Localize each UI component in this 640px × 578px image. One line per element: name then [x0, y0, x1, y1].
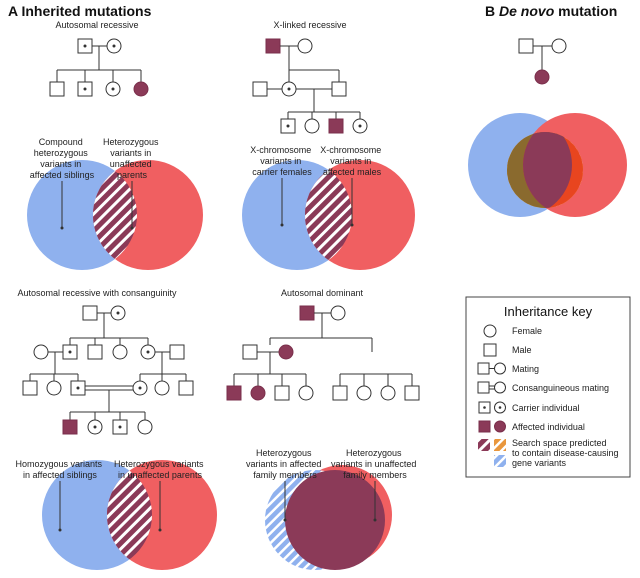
pedigree-autosomal-recessive: Autosomal recessive: [49, 20, 149, 97]
venn-xl-left-label: X-chromosome variants in carrier females: [250, 145, 314, 177]
key-item-female: Female: [483, 324, 542, 338]
pedigree-ar-title: Autosomal recessive: [55, 20, 138, 30]
venn-de-novo: [468, 113, 627, 217]
venn-ad-overlap: [285, 470, 385, 570]
key-item-affected: Affected individual: [478, 420, 585, 433]
key-item-search-space: Search space predicted to contain diseas…: [478, 438, 621, 468]
venn-cg-overlap-hatched: [107, 460, 152, 570]
venn-xl-right-label: X-chromosome variants in affected males: [320, 145, 384, 177]
female-icon: [483, 324, 497, 338]
key-search-space-label: Search space predicted to contain diseas…: [512, 438, 621, 468]
key-item-male: Male: [483, 343, 532, 357]
svg-text:Female: Female: [512, 326, 542, 336]
venn-ad-right-label: Heterozygous variants in unaffected fami…: [331, 448, 419, 480]
venn-ar-overlap-hatched: [93, 160, 137, 270]
pedigree-x-linked: X-linked recessive: [252, 20, 368, 134]
hatch-purple-icon: [478, 439, 490, 451]
venn-autosomal-recessive: Compound heterozygous variants in affect…: [27, 137, 203, 270]
venn-ad-left-label: Heterozygous variants in affected family…: [246, 448, 324, 480]
key-title: Inheritance key: [504, 304, 593, 319]
svg-text:Carrier individual: Carrier individual: [512, 403, 580, 413]
hatch-orange-icon: [494, 439, 506, 451]
venn-ar-right-label: Heterozygous variants in unaffected pare…: [103, 137, 161, 180]
pedigree-ad-title: Autosomal dominant: [281, 288, 364, 298]
svg-text:Consanguineous mating: Consanguineous mating: [512, 383, 609, 393]
consanguineous-mating-icon: [477, 381, 490, 394]
venn-ar-left-label: Compound heterozygous variants in affect…: [30, 137, 95, 180]
panel-b-title: B De novo mutation: [485, 3, 617, 19]
venn-cg-right-label: Heterozygous variants in unaffected pare…: [114, 459, 206, 480]
pedigree-consanguinity: Autosomal recessive with consanguinity: [17, 288, 194, 435]
venn-x-linked: X-chromosome variants in carrier females…: [242, 145, 415, 270]
hatch-blue-icon: [494, 455, 506, 467]
key-item-mating: Mating: [477, 362, 539, 375]
svg-text:Male: Male: [512, 345, 532, 355]
svg-text:Mating: Mating: [512, 364, 539, 374]
venn-cg-left-label: Homozygous variants in affected siblings: [15, 459, 104, 480]
inheritance-key: Inheritance key Female Male Mating Consa…: [465, 296, 631, 478]
panel-a-title: A Inherited mutations: [8, 3, 152, 19]
male-icon: [483, 343, 497, 357]
venn-dominant: Heterozygous variants in affected family…: [246, 448, 419, 570]
pedigree-de-novo: [518, 38, 567, 85]
key-item-consanguineous: Consanguineous mating: [477, 381, 609, 394]
pedigree-xl-title: X-linked recessive: [273, 20, 346, 30]
venn-consanguinity: Homozygous variants in affected siblings…: [15, 459, 217, 570]
pedigree-cg-title: Autosomal recessive with consanguinity: [17, 288, 177, 298]
key-item-carrier: Carrier individual: [478, 401, 580, 414]
venn-xl-overlap-hatched: [305, 160, 352, 270]
pedigree-dominant: Autosomal dominant: [226, 288, 420, 401]
svg-text:Affected individual: Affected individual: [512, 422, 585, 432]
affected-square-icon: [478, 420, 491, 433]
mating-icon: [477, 362, 490, 375]
affected-circle-icon: [494, 420, 506, 433]
